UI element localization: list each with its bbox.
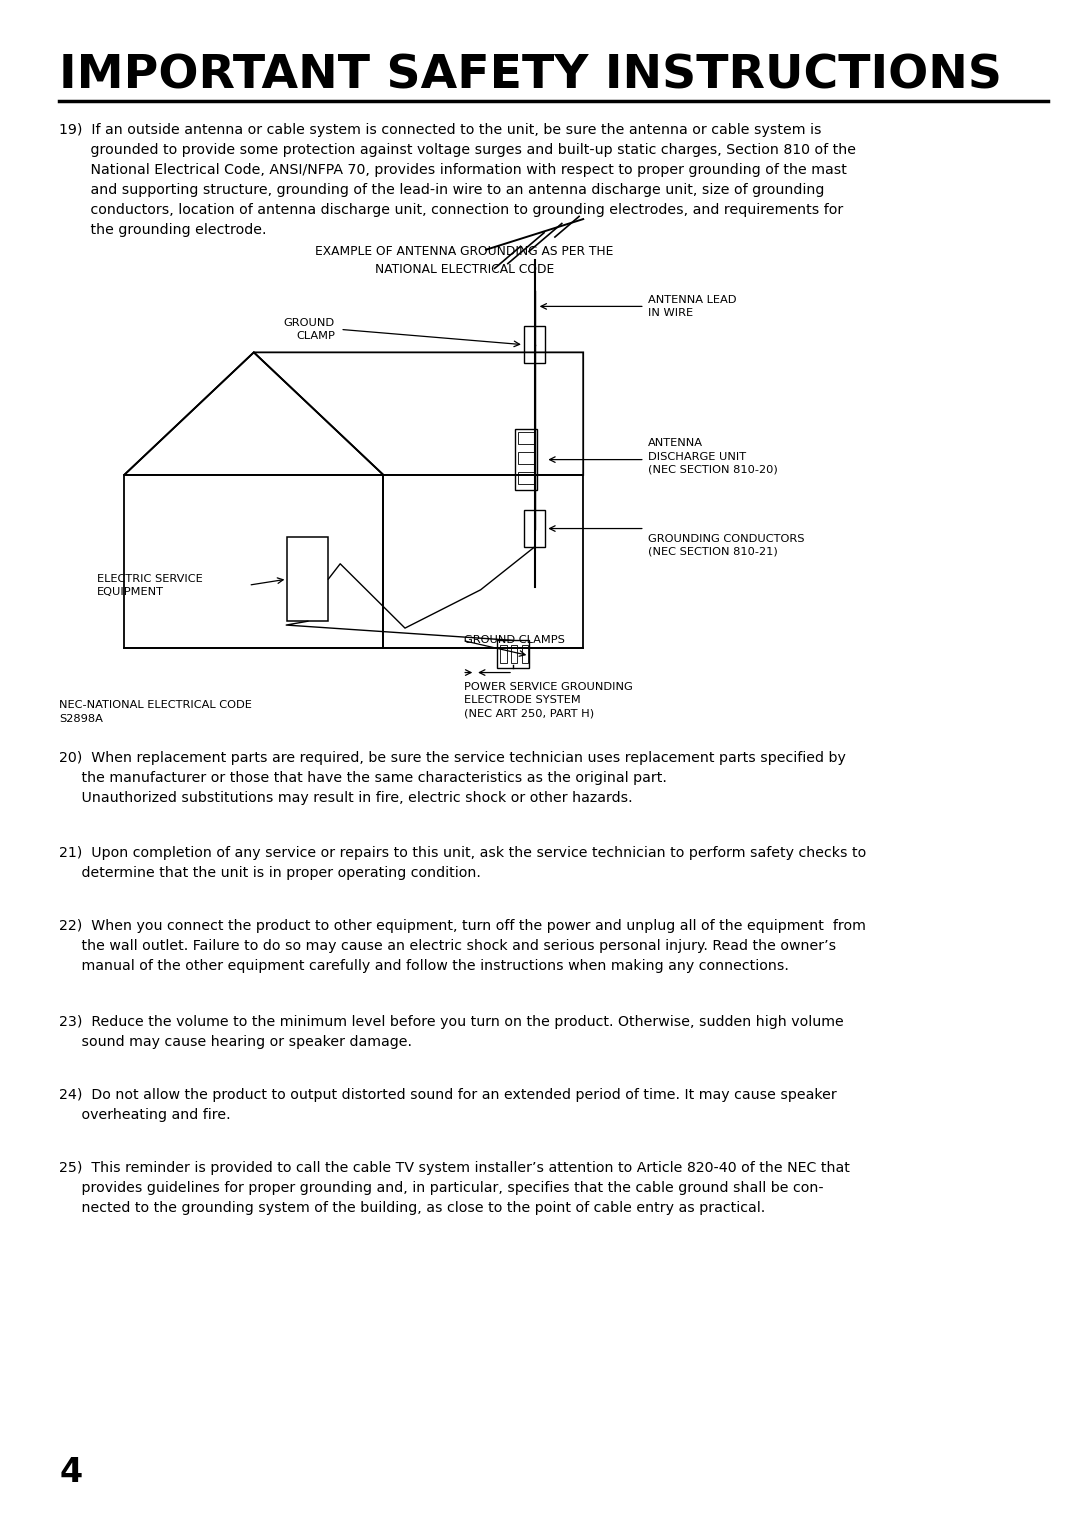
Text: GROUND CLAMPS: GROUND CLAMPS — [464, 636, 565, 645]
Text: EXAMPLE OF ANTENNA GROUNDING AS PER THE
NATIONAL ELECTRICAL CODE: EXAMPLE OF ANTENNA GROUNDING AS PER THE … — [315, 245, 613, 276]
Bar — [522, 645, 528, 663]
Bar — [497, 640, 529, 668]
Text: 22)  When you connect the product to other equipment, turn off the power and unp: 22) When you connect the product to othe… — [59, 919, 866, 973]
Text: 25)  This reminder is provided to call the cable TV system installer’s attention: 25) This reminder is provided to call th… — [59, 1161, 850, 1215]
Bar — [524, 510, 545, 547]
Bar — [287, 536, 328, 622]
Text: IMPORTANT SAFETY INSTRUCTIONS: IMPORTANT SAFETY INSTRUCTIONS — [59, 54, 1002, 98]
Text: 24)  Do not allow the product to output distorted sound for an extended period o: 24) Do not allow the product to output d… — [59, 1088, 837, 1121]
Text: 4: 4 — [59, 1455, 82, 1489]
Text: 20)  When replacement parts are required, be sure the service technician uses re: 20) When replacement parts are required,… — [59, 751, 847, 804]
Bar — [511, 645, 517, 663]
Text: NEC-NATIONAL ELECTRICAL CODE
S2898A: NEC-NATIONAL ELECTRICAL CODE S2898A — [59, 700, 253, 725]
Text: GROUND
CLAMP: GROUND CLAMP — [284, 317, 335, 342]
Text: ANTENNA
DISCHARGE UNIT
(NEC SECTION 810-20): ANTENNA DISCHARGE UNIT (NEC SECTION 810-… — [648, 438, 778, 475]
Text: 21)  Upon completion of any service or repairs to this unit, ask the service tec: 21) Upon completion of any service or re… — [59, 846, 866, 881]
Bar — [518, 472, 534, 484]
Text: 19)  If an outside antenna or cable system is connected to the unit, be sure the: 19) If an outside antenna or cable syste… — [59, 123, 856, 237]
Text: POWER SERVICE GROUNDING
ELECTRODE SYSTEM
(NEC ART 250, PART H): POWER SERVICE GROUNDING ELECTRODE SYSTEM… — [464, 682, 633, 719]
Bar — [518, 432, 534, 444]
Bar — [500, 645, 507, 663]
Text: 23)  Reduce the volume to the minimum level before you turn on the product. Othe: 23) Reduce the volume to the minimum lev… — [59, 1014, 845, 1049]
Bar — [524, 326, 545, 363]
Text: ANTENNA LEAD
IN WIRE: ANTENNA LEAD IN WIRE — [648, 294, 737, 319]
Text: ELECTRIC SERVICE
EQUIPMENT: ELECTRIC SERVICE EQUIPMENT — [97, 573, 203, 597]
Bar — [515, 429, 537, 490]
Bar — [518, 452, 534, 464]
Text: GROUNDING CONDUCTORS
(NEC SECTION 810-21): GROUNDING CONDUCTORS (NEC SECTION 810-21… — [648, 533, 805, 558]
